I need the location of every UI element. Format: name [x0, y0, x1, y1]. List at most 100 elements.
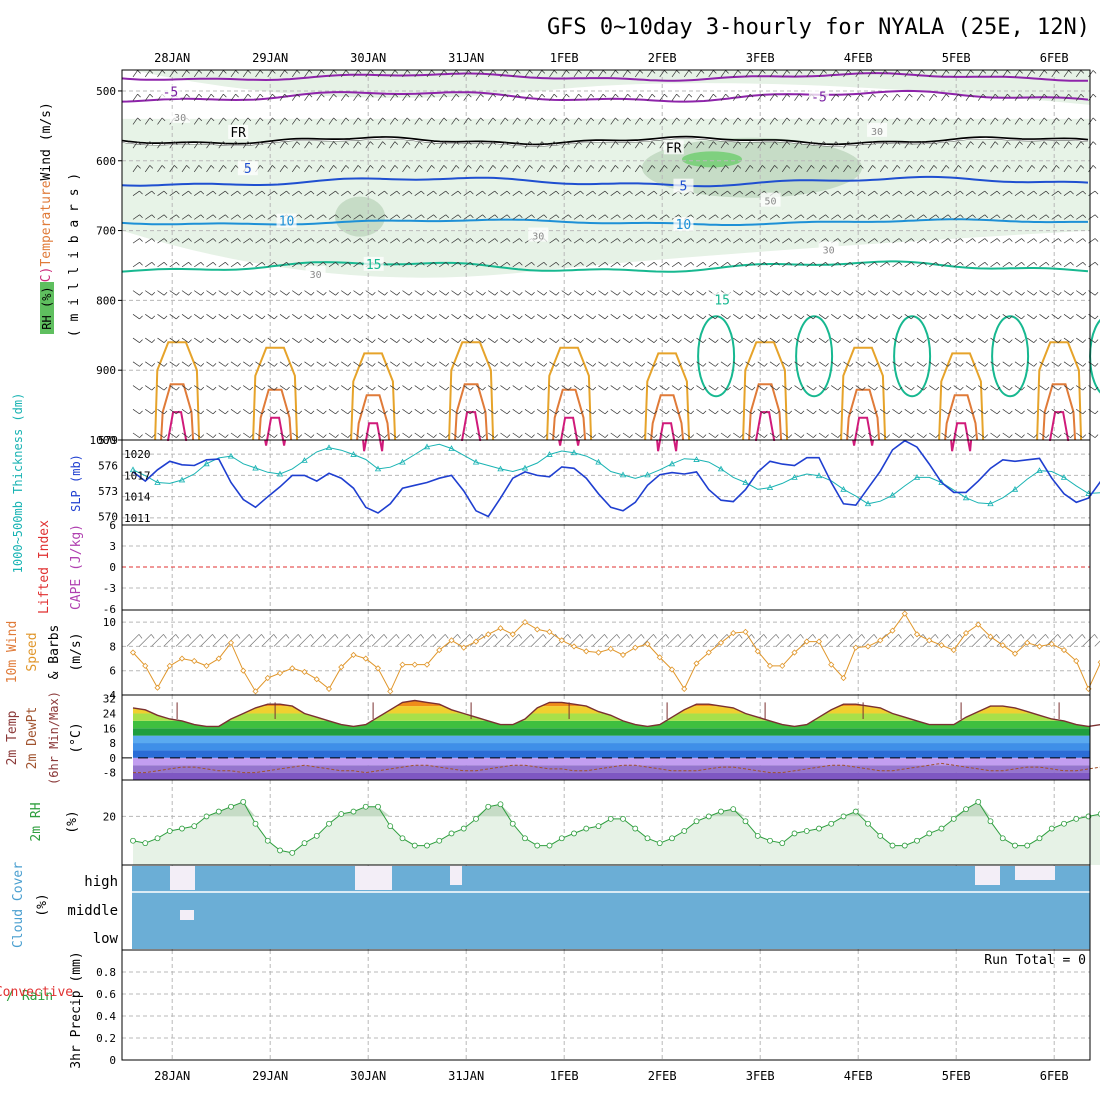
- wind-barb-flag: [517, 141, 521, 145]
- wind-barb: [1076, 385, 1084, 391]
- wind-barb-flag: [482, 363, 486, 367]
- wind-barb: [782, 190, 790, 196]
- wind-barb: [1027, 290, 1035, 296]
- wind-barb: [941, 93, 947, 101]
- wind-barb-flag: [666, 410, 670, 415]
- thickness-line: [132, 443, 1100, 505]
- wind-barb: [659, 337, 667, 343]
- wind-barb-flag: [776, 214, 780, 219]
- wind-barb: [573, 408, 581, 415]
- cloud-gap: [975, 866, 1000, 885]
- wind-barb-flag: [492, 117, 497, 122]
- wind-barb-flag: [188, 262, 192, 266]
- wind-barb: [684, 290, 692, 296]
- wind-barb: [353, 165, 359, 173]
- contour-label: 5: [680, 180, 688, 195]
- wind-barb-flag: [149, 141, 154, 145]
- wind-barb: [806, 141, 812, 149]
- wind-barb: [328, 214, 336, 220]
- wind-barb-flag: [163, 434, 168, 438]
- wind-barb-flag: [960, 434, 964, 438]
- wind-barb-flag: [555, 238, 560, 242]
- wind-barb: [720, 337, 728, 343]
- wind-barb-flag: [764, 434, 768, 438]
- wind-barb-flag: [531, 291, 535, 296]
- wind-barb-flag: [235, 70, 239, 74]
- wind10-barb: [1082, 634, 1095, 647]
- wind-barb: [1002, 290, 1010, 296]
- wind-barb-flag: [911, 190, 915, 195]
- wind-barb-flag: [896, 93, 901, 98]
- wind-barb-flag: [886, 262, 891, 266]
- wind-barb: [1051, 261, 1059, 268]
- wind10-barb-flag: [199, 634, 204, 639]
- wind-barb: [733, 432, 741, 438]
- wind-barb-flag: [396, 291, 401, 296]
- rh-legend-swatch: [40, 282, 54, 334]
- wind-barb-flag: [898, 434, 903, 438]
- wind-barb: [610, 432, 618, 438]
- wind-barb: [218, 408, 226, 415]
- wind-barb: [304, 385, 312, 391]
- wind-barb-flag: [578, 141, 582, 145]
- wind-barb: [292, 190, 300, 196]
- wind-barb-flag: [849, 214, 854, 219]
- wind-barb: [157, 214, 165, 220]
- contour-label-bg: [528, 227, 549, 242]
- wind10-barb-flag: [873, 634, 878, 639]
- wind-barb: [169, 165, 175, 173]
- wind-barb-flag: [286, 339, 290, 343]
- wind-barb: [255, 261, 263, 268]
- wind-barb-flag: [323, 238, 327, 242]
- wind-barb-flag: [421, 190, 425, 195]
- wind-barb-flag: [960, 262, 964, 266]
- wind-barb-flag: [825, 238, 829, 242]
- wind10-barb: [702, 634, 715, 647]
- wind-barb-flag: [406, 70, 411, 74]
- wind-barb-flag: [762, 141, 766, 145]
- wind-barb-flag: [321, 93, 325, 98]
- wind-barb: [1039, 408, 1047, 415]
- wind-barb-flag: [519, 363, 523, 367]
- wind-barb-flag: [225, 214, 229, 219]
- wind-barb: [390, 432, 398, 438]
- wind-barb-flag: [933, 117, 938, 122]
- wind-barb: [279, 385, 287, 391]
- wind-barb: [1051, 432, 1059, 438]
- wind-barb: [218, 214, 226, 220]
- wind-barb-flag: [298, 386, 303, 391]
- wind-barb-flag: [310, 386, 315, 391]
- wind-barb: [622, 117, 628, 125]
- wind-barb: [684, 238, 692, 244]
- wind-barb: [965, 238, 973, 244]
- wind-barb-flag: [261, 434, 266, 438]
- wind-barb-flag: [1043, 141, 1048, 145]
- wind-barb: [549, 190, 557, 196]
- wind10-barb: [653, 634, 666, 647]
- wind10-barb: [347, 634, 360, 647]
- wind-barb-flag: [151, 434, 156, 438]
- wind-barb-flag: [604, 339, 609, 343]
- rh-legend-label: RH (%): [40, 286, 54, 329]
- wind-barb-flag: [347, 434, 352, 438]
- wind-barb: [1014, 432, 1022, 438]
- wind-barb: [206, 165, 212, 173]
- wind-barb-flag: [629, 291, 633, 296]
- wind-barb-flag: [604, 291, 609, 296]
- wind-barb: [500, 408, 508, 415]
- wind10-barb: [249, 634, 262, 647]
- wind-barb-flag: [482, 238, 486, 242]
- wind-barb-flag: [335, 410, 339, 415]
- wind-barb-flag: [176, 291, 180, 296]
- wind-barb: [647, 385, 655, 391]
- wind-barb: [598, 361, 606, 367]
- wind-barb-flag: [762, 117, 766, 122]
- wind-barb: [843, 432, 851, 438]
- wind-barb: [1075, 141, 1082, 149]
- wind-barb-flag: [996, 214, 1001, 219]
- rh-point: [583, 825, 590, 832]
- wind-barb-flag: [1021, 410, 1025, 415]
- wind10-barb-flag: [224, 634, 229, 639]
- wind-barb: [353, 314, 361, 320]
- wind-barb: [157, 70, 163, 78]
